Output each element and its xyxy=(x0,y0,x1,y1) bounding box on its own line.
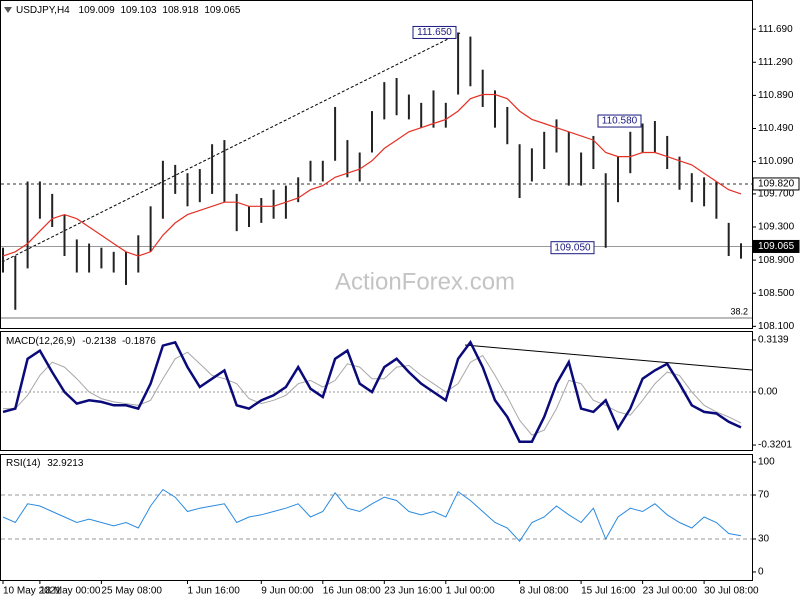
y-tick-label: 110.490 xyxy=(758,123,794,134)
y-tick-label: 108.500 xyxy=(758,288,795,299)
y-tick-label: 108.100 xyxy=(758,321,795,332)
y-tick-label: 110.890 xyxy=(758,90,794,101)
x-tick-label: 15 Jul 16:00 xyxy=(581,586,636,597)
x-tick-label: 18 May 00:00 xyxy=(40,586,101,597)
y-tick-label: 30 xyxy=(758,534,770,545)
watermark: ActionForex.com xyxy=(335,268,515,295)
high: 109.103 xyxy=(120,5,157,16)
moving-average xyxy=(2,93,742,257)
macd-line xyxy=(2,339,742,443)
price-pane xyxy=(0,0,753,329)
x-tick-label: 23 Jul 00:00 xyxy=(643,586,698,597)
x-tick-label: 9 Jun 00:00 xyxy=(261,586,314,597)
macd-value: -0.2138 xyxy=(82,336,116,347)
macd-header: MACD(12,26,9) -0.2138 -0.1876 xyxy=(6,336,156,347)
level-box xyxy=(752,239,800,253)
x-tick-label: 25 May 08:00 xyxy=(101,586,162,597)
symbol-icon xyxy=(4,7,12,13)
close: 109.065 xyxy=(204,5,241,16)
annotation-box xyxy=(412,25,457,39)
y-tick-label: 109.700 xyxy=(758,189,795,200)
annotation-box xyxy=(550,241,595,255)
trend-line xyxy=(1,32,461,263)
fib-label: 38.2 xyxy=(730,306,748,316)
header: USDJPY,H4 109.009 109.103 108.918 109.06… xyxy=(16,5,241,16)
rsi-header: RSI(14) 32.9213 xyxy=(6,458,84,469)
symbol: USDJPY,H4 xyxy=(16,5,70,16)
x-tick-label: 8 Jul 08:00 xyxy=(520,586,569,597)
level-label: 109.065 xyxy=(758,241,795,252)
x-tick-label: 23 Jun 16:00 xyxy=(384,586,442,597)
y-tick-label: -0.3201 xyxy=(758,440,792,451)
low: 108.918 xyxy=(162,5,199,16)
y-tick-label: 70 xyxy=(758,490,770,501)
macd-pane xyxy=(0,331,753,451)
y-tick-label: 111.690 xyxy=(758,24,793,35)
macd-title: MACD(12,26,9) xyxy=(6,336,75,347)
y-tick-label: 0.00 xyxy=(758,387,778,398)
signal-value: -0.1876 xyxy=(122,336,156,347)
y-tick-label: 108.900 xyxy=(758,255,795,266)
y-tick-label: 111.290 xyxy=(758,57,793,68)
rsi-title: RSI(14) xyxy=(6,458,40,469)
annotation-box xyxy=(597,114,642,128)
rsi-line xyxy=(2,488,742,543)
x-tick-label: 10 May 2021 xyxy=(3,586,61,597)
annotation-label: 110.580 xyxy=(602,116,638,127)
y-tick-label: 110.090 xyxy=(758,156,794,167)
x-tick-label: 1 Jul 00:00 xyxy=(446,586,495,597)
macd-trend-line xyxy=(464,344,753,371)
rsi-value: 32.9213 xyxy=(47,458,84,469)
y-tick-label: 109.300 xyxy=(758,222,795,233)
x-tick-label: 16 Jun 08:00 xyxy=(323,586,381,597)
annotation-label: 111.650 xyxy=(417,27,452,38)
annotation-label: 109.050 xyxy=(554,242,591,253)
y-tick-label: 0 xyxy=(758,567,764,578)
level-label: 109.820 xyxy=(758,179,795,190)
y-tick-label: 100 xyxy=(758,457,775,468)
rsi-pane xyxy=(0,454,753,581)
y-tick-label: 0.3139 xyxy=(758,335,789,346)
open: 109.009 xyxy=(79,5,116,16)
level-box xyxy=(752,177,800,191)
x-tick-label: 30 Jul 08:00 xyxy=(704,586,759,597)
x-tick-label: 1 Jun 16:00 xyxy=(188,586,241,597)
signal-line xyxy=(3,351,742,436)
